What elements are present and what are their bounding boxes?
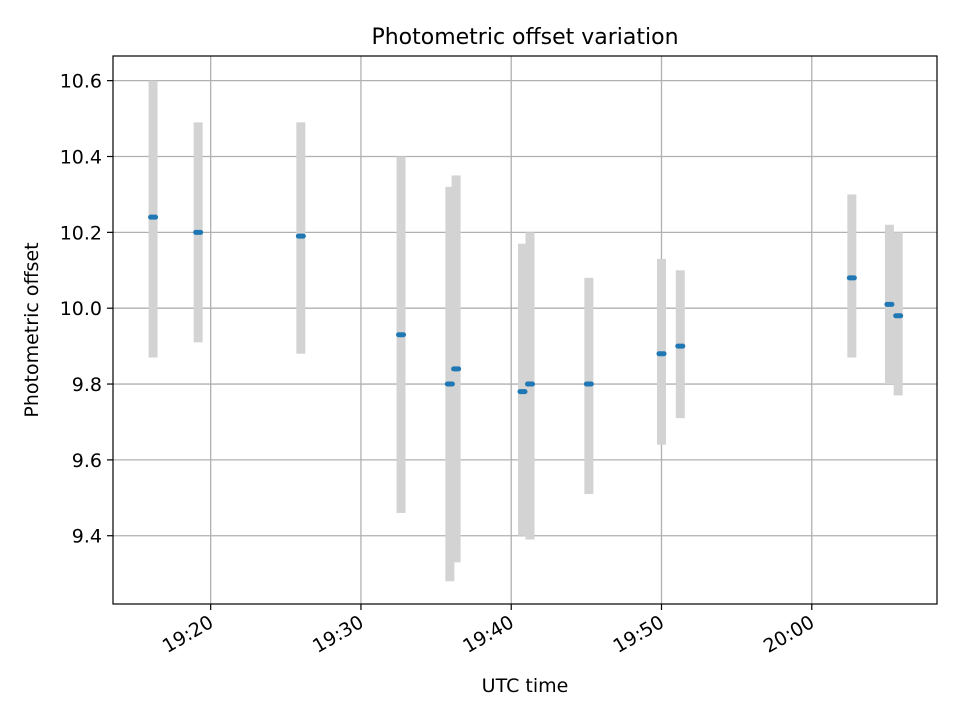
error-bars xyxy=(148,80,903,582)
x-tick-label: 19:50 xyxy=(610,611,668,657)
chart-title: Photometric offset variation xyxy=(371,25,678,50)
y-tick-label: 9.4 xyxy=(72,526,102,548)
x-axis-label: UTC time xyxy=(482,675,569,697)
x-tick-label: 19:40 xyxy=(459,611,517,657)
data-points xyxy=(148,214,904,395)
x-tick-label: 19:20 xyxy=(159,611,217,657)
grid xyxy=(113,56,937,604)
x-tick-label: 20:00 xyxy=(760,611,818,657)
y-tick-label: 9.8 xyxy=(72,374,102,396)
data-point xyxy=(656,351,667,357)
data-point xyxy=(517,389,528,395)
x-axis: 19:20 19:30 19:40 19:50 20:00 xyxy=(159,604,818,658)
y-axis: 9.4 9.6 9.8 10.0 10.2 10.4 10.6 xyxy=(60,71,113,548)
data-point xyxy=(846,275,857,281)
x-tick-label: 19:30 xyxy=(309,611,367,657)
y-tick-label: 9.6 xyxy=(72,450,102,472)
y-tick-label: 10.0 xyxy=(60,298,102,320)
data-point xyxy=(396,332,407,338)
data-point xyxy=(884,301,895,307)
y-tick-label: 10.6 xyxy=(60,71,102,93)
y-tick-label: 10.4 xyxy=(60,146,102,168)
data-point xyxy=(295,233,306,239)
y-tick-label: 10.2 xyxy=(60,222,102,244)
data-point xyxy=(451,366,462,372)
data-point xyxy=(583,381,594,387)
data-point xyxy=(193,229,204,235)
data-point xyxy=(444,381,455,387)
y-axis-label: Photometric offset xyxy=(21,242,43,417)
data-point xyxy=(675,343,686,349)
data-point xyxy=(525,381,536,387)
data-point xyxy=(893,313,904,319)
data-point xyxy=(148,214,159,220)
plot-frame xyxy=(112,55,938,605)
